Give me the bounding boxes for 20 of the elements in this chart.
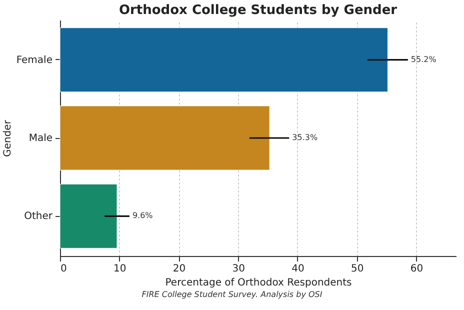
data-label: 35.3% (292, 133, 318, 142)
chart-title: Orthodox College Students by Gender (118, 3, 398, 18)
data-label: 9.6% (132, 211, 154, 220)
bar (60, 28, 388, 92)
x-tick-label: 40 (292, 264, 304, 274)
text: FIRE College Student Survey. Analysis by OSI (140, 290, 324, 299)
x-tick-label: 0 (60, 264, 67, 274)
bar (60, 184, 118, 248)
bar (60, 106, 270, 170)
y-tick-label: Other (24, 211, 54, 222)
y-tick-label: Female (16, 54, 52, 66)
x-axis-title: Percentage of Orthodox Respondents (165, 278, 352, 288)
x-tick-label: 10 (114, 264, 126, 274)
x-tick-label: 50 (350, 264, 364, 274)
x-tick-label: 20 (172, 264, 186, 274)
y-axis-title: Gender (2, 119, 14, 157)
x-tick-label: 60 (410, 264, 424, 274)
x-tick-label: 30 (232, 264, 245, 274)
y-tick-label: Male (28, 133, 52, 144)
data-label: 55.2% (410, 54, 437, 64)
